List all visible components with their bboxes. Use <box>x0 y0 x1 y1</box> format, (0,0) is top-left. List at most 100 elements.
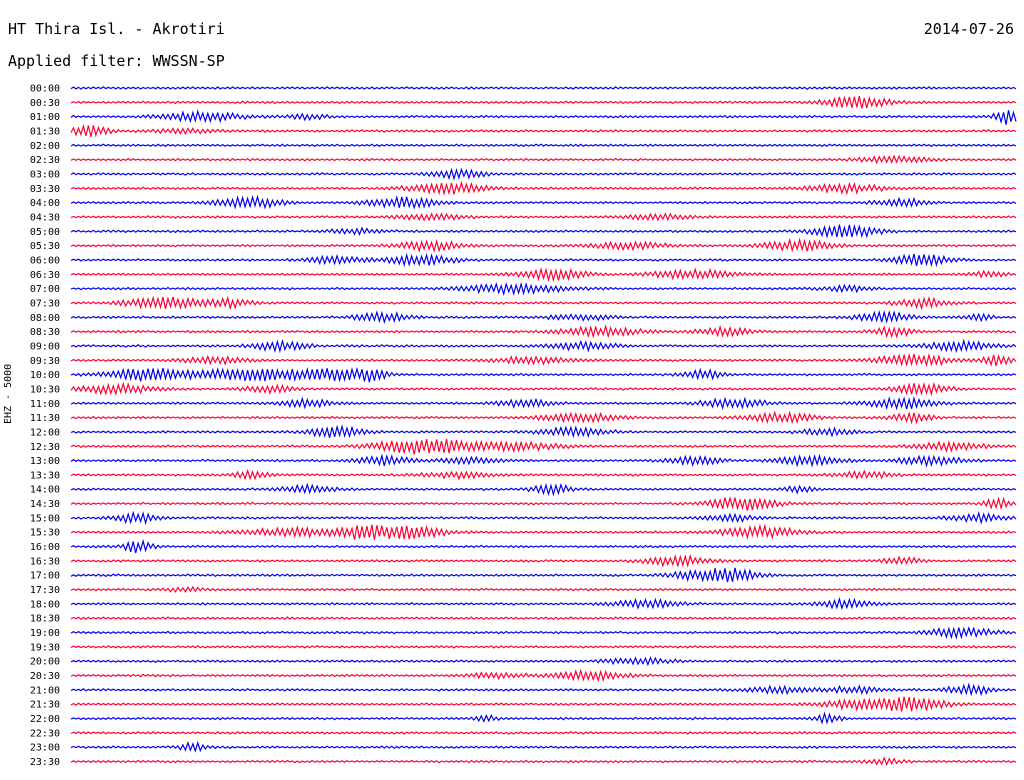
trace-1600 <box>70 538 1017 554</box>
tick-label-2000: 20:00 <box>30 657 60 668</box>
tick-label-2330: 23:30 <box>30 757 60 768</box>
trace-2100 <box>70 682 1017 697</box>
trace-0130 <box>70 123 1017 138</box>
trace-1730 <box>70 585 1017 594</box>
trace-1200 <box>70 424 1017 439</box>
trace-0100 <box>70 109 1017 125</box>
trace-0200 <box>70 143 1017 148</box>
trace-0000 <box>70 86 1017 90</box>
tick-label-0600: 06:00 <box>30 255 60 266</box>
tick-label-0200: 02:00 <box>30 141 60 152</box>
trace-1100 <box>70 396 1017 411</box>
tick-label-1300: 13:00 <box>30 456 60 467</box>
tick-label-0430: 04:30 <box>30 212 60 223</box>
trace-0530 <box>70 237 1017 254</box>
trace-1930 <box>70 644 1017 649</box>
tick-label-0700: 07:00 <box>30 284 60 295</box>
tick-label-0800: 08:00 <box>30 313 60 324</box>
trace-1130 <box>70 410 1017 425</box>
tick-label-1600: 16:00 <box>30 542 60 553</box>
tick-label-0100: 01:00 <box>30 112 60 123</box>
tick-label-1900: 19:00 <box>30 628 60 639</box>
date-label: 2014-07-26 <box>923 20 1014 38</box>
tick-label-0230: 02:30 <box>30 155 60 166</box>
filter-label: Applied filter: WWSSN-SP <box>8 52 225 70</box>
tick-label-1230: 12:30 <box>30 442 60 453</box>
trace-0400 <box>70 194 1017 210</box>
trace-0300 <box>70 167 1017 181</box>
trace-1900 <box>70 626 1017 640</box>
tick-label-0930: 09:30 <box>30 356 60 367</box>
trace-0900 <box>70 338 1017 354</box>
tick-label-0330: 03:30 <box>30 184 60 195</box>
tick-label-2300: 23:00 <box>30 743 60 754</box>
trace-2200 <box>70 711 1017 725</box>
tick-label-0530: 05:30 <box>30 241 60 252</box>
tick-label-0300: 03:00 <box>30 169 60 180</box>
trace-0030 <box>70 95 1017 109</box>
tick-label-1130: 11:30 <box>30 413 60 424</box>
trace-1700 <box>70 567 1017 583</box>
tick-label-0830: 08:30 <box>30 327 60 338</box>
tick-label-0400: 04:00 <box>30 198 60 209</box>
tick-label-0130: 01:30 <box>30 126 60 137</box>
trace-1030 <box>70 381 1017 397</box>
tick-label-0730: 07:30 <box>30 298 60 309</box>
trace-0500 <box>70 223 1017 239</box>
tick-label-1730: 17:30 <box>30 585 60 596</box>
tick-label-1100: 11:00 <box>30 399 60 410</box>
trace-2300 <box>70 741 1017 753</box>
tick-label-0500: 05:00 <box>30 227 60 238</box>
trace-2000 <box>70 656 1017 667</box>
tick-label-1400: 14:00 <box>30 485 60 496</box>
trace-0330 <box>70 180 1017 196</box>
trace-1400 <box>70 482 1017 497</box>
tick-label-1530: 15:30 <box>30 528 60 539</box>
tick-label-0630: 06:30 <box>30 270 60 281</box>
trace-1330 <box>70 468 1017 481</box>
tick-label-2200: 22:00 <box>30 714 60 725</box>
trace-1830 <box>70 616 1017 621</box>
tick-label-1200: 12:00 <box>30 427 60 438</box>
trace-0430 <box>70 212 1017 222</box>
tick-label-0000: 00:00 <box>30 84 60 95</box>
tick-label-1630: 16:30 <box>30 556 60 567</box>
tick-label-2100: 21:00 <box>30 685 60 696</box>
trace-0730 <box>70 295 1017 311</box>
tick-label-0030: 00:30 <box>30 98 60 109</box>
trace-0800 <box>70 309 1017 325</box>
trace-0230 <box>70 154 1017 165</box>
trace-1000 <box>70 366 1017 383</box>
trace-1430 <box>70 496 1017 511</box>
trace-0630 <box>70 266 1017 283</box>
trace-2330 <box>70 756 1017 767</box>
tick-label-1000: 10:00 <box>30 370 60 381</box>
trace-0830 <box>70 324 1017 339</box>
trace-1500 <box>70 510 1017 526</box>
trace-1530 <box>70 523 1017 540</box>
station-title: HT Thira Isl. - Akrotiri <box>8 20 225 38</box>
tick-label-1030: 10:30 <box>30 384 60 395</box>
trace-0700 <box>70 281 1017 297</box>
tick-label-1330: 13:30 <box>30 470 60 481</box>
tick-label-0900: 09:00 <box>30 341 60 352</box>
trace-0930 <box>70 352 1017 368</box>
tick-label-2030: 20:30 <box>30 671 60 682</box>
tick-label-1500: 15:00 <box>30 513 60 524</box>
tick-label-1830: 18:30 <box>30 614 60 625</box>
trace-0600 <box>70 252 1017 268</box>
tick-label-1700: 17:00 <box>30 571 60 582</box>
trace-2130 <box>70 696 1017 712</box>
trace-2230 <box>70 730 1017 735</box>
tick-label-2130: 21:30 <box>30 700 60 711</box>
trace-2030 <box>70 668 1017 683</box>
tick-label-1800: 18:00 <box>30 599 60 610</box>
trace-1630 <box>70 553 1017 568</box>
tick-label-2230: 22:30 <box>30 728 60 739</box>
trace-1800 <box>70 596 1017 611</box>
tick-label-1930: 19:30 <box>30 642 60 653</box>
trace-1300 <box>70 453 1017 468</box>
tick-label-1430: 14:30 <box>30 499 60 510</box>
trace-1230 <box>70 438 1017 455</box>
